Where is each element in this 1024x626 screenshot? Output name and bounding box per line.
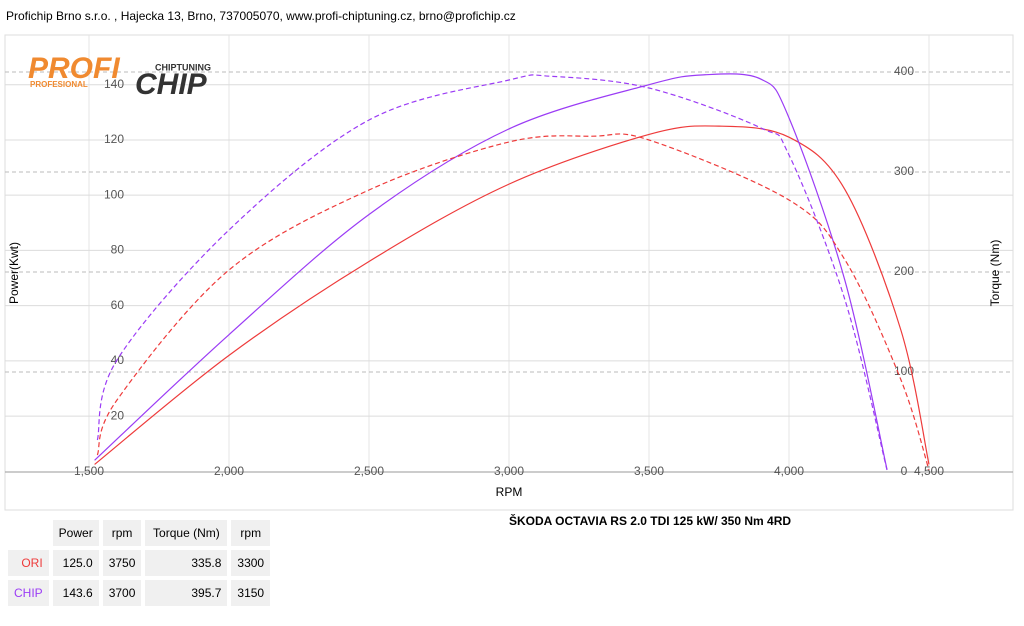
table-header-cell: Power xyxy=(52,520,99,546)
summary-table: Power rpm Torque (Nm) rpm ORI 125.0 3750 335.8 3… xyxy=(4,516,274,610)
table-header-cell: Torque (Nm) xyxy=(145,520,228,546)
x-tick-label: 2,500 xyxy=(354,464,384,478)
header: Profichip Brno s.r.o. , Hajecka 13, Brno… xyxy=(6,9,516,23)
table-cell: 3750 xyxy=(102,550,142,576)
x-tick-label: 4,500 xyxy=(914,464,944,478)
logo-chip: CHIP xyxy=(135,68,208,101)
x-tick-label: 3,500 xyxy=(634,464,664,478)
table-header-row: Power rpm Torque (Nm) rpm xyxy=(8,520,271,546)
table-cell: 125.0 xyxy=(52,550,99,576)
table-row: CHIP 143.6 3700 395.7 3150 xyxy=(8,580,271,606)
table-cell: 395.7 xyxy=(145,580,228,606)
y2-tick-label: 0 xyxy=(901,464,908,478)
y-tick-label: 100 xyxy=(104,187,124,201)
y-tick-label: 120 xyxy=(104,132,124,146)
y-tick-label: 20 xyxy=(111,408,125,422)
series-line xyxy=(96,133,930,471)
table-header-cell: rpm xyxy=(231,520,271,546)
table-cell: 3700 xyxy=(102,580,142,606)
table-header-cell: rpm xyxy=(102,520,142,546)
x-tick-label: 1,500 xyxy=(74,464,104,478)
logo: PROFI CHIP CHIPTUNING PROFESIONAL xyxy=(28,52,211,101)
y2-tick-label: 200 xyxy=(894,264,914,278)
chart-title: ŠKODA OCTAVIA RS 2.0 TDI 125 kW/ 350 Nm … xyxy=(509,513,791,528)
row-label: ORI xyxy=(8,550,49,576)
logo-tag: CHIPTUNING xyxy=(155,62,211,72)
y-tick-label: 140 xyxy=(104,77,124,91)
y-tick-label: 60 xyxy=(111,298,125,312)
y-tick-label: 80 xyxy=(111,243,125,257)
row-label: CHIP xyxy=(8,580,49,606)
series-line xyxy=(94,125,930,465)
logo-profi: PROFI xyxy=(28,52,120,85)
y2-tick-label: 400 xyxy=(894,64,914,78)
y-axis-label: Power(Kwt) xyxy=(7,242,21,304)
table-cell xyxy=(8,520,49,546)
y2-axis-label: Torque (Nm) xyxy=(988,240,1002,307)
x-tick-label: 4,000 xyxy=(774,464,804,478)
x-axis-label: RPM xyxy=(496,485,523,499)
logo-tag: PROFESIONAL xyxy=(30,80,88,89)
table-cell: 3150 xyxy=(231,580,271,606)
series-line xyxy=(94,73,888,470)
table-cell: 143.6 xyxy=(52,580,99,606)
table-cell: 3300 xyxy=(231,550,271,576)
table-cell: 335.8 xyxy=(145,550,228,576)
series-line xyxy=(96,74,888,471)
table-row: ORI 125.0 3750 335.8 3300 xyxy=(8,550,271,576)
x-tick-label: 2,000 xyxy=(214,464,244,478)
x-tick-label: 3,000 xyxy=(494,464,524,478)
y2-tick-label: 300 xyxy=(894,164,914,178)
